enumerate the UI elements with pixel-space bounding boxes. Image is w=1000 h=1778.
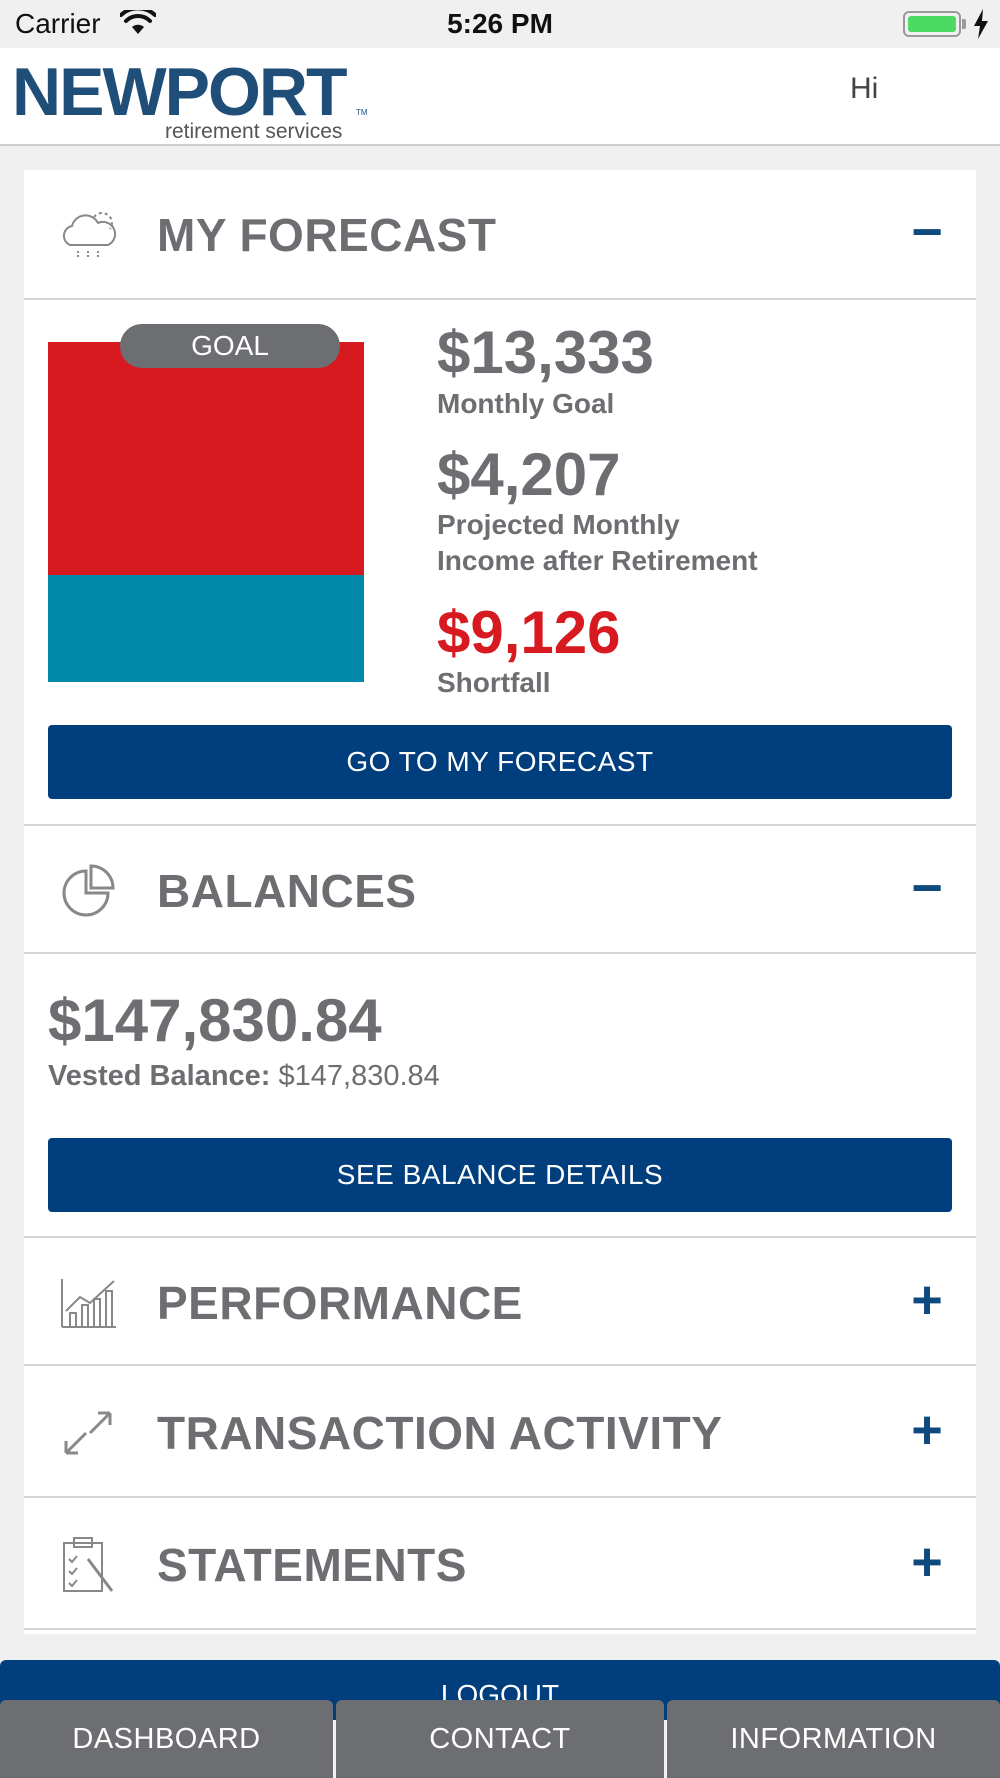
- goal-chart: GOAL: [48, 324, 364, 682]
- go-to-forecast-button[interactable]: GO TO MY FORECAST: [48, 725, 952, 799]
- total-balance: $147,830.84: [48, 987, 382, 1054]
- forecast-section-header[interactable]: MY FORECAST −: [24, 170, 976, 300]
- shortfall-label: Shortfall: [437, 667, 551, 698]
- forecast-title: MY FORECAST: [157, 209, 497, 261]
- statements-title: STATEMENTS: [157, 1539, 467, 1591]
- vested-balance-label: Vested Balance:: [48, 1060, 271, 1092]
- statements-expand-toggle[interactable]: +: [911, 1532, 943, 1592]
- performance-expand-toggle[interactable]: +: [911, 1270, 943, 1330]
- status-bar: Carrier 5:26 PM: [0, 0, 1000, 48]
- bottom-tab-bar: DASHBOARD CONTACT INFORMATION: [0, 1700, 1000, 1778]
- logo-trademark: TM: [356, 108, 368, 117]
- balances-section-header[interactable]: BALANCES −: [24, 824, 976, 954]
- tab-contact[interactable]: CONTACT: [336, 1700, 664, 1778]
- user-greeting: Hi: [850, 72, 879, 105]
- battery-icon: [903, 11, 961, 37]
- monthly-goal-amount: $13,333: [437, 319, 654, 386]
- vested-balance-line: Vested Balance: $147,830.84: [48, 1058, 440, 1094]
- transactions-title: TRANSACTION ACTIVITY: [157, 1407, 723, 1459]
- performance-title: PERFORMANCE: [157, 1277, 523, 1329]
- battery-tip: [962, 19, 966, 29]
- shortfall-amount: $9,126: [437, 599, 621, 666]
- statements-section-header[interactable]: STATEMENTS +: [24, 1500, 976, 1630]
- clipboard-icon: [63, 1537, 114, 1592]
- dashboard-card: MY FORECAST − GOAL $13,333 Monthly Goal …: [24, 170, 976, 1634]
- goal-shortfall-bar: [48, 342, 364, 575]
- goal-pill: GOAL: [120, 324, 340, 368]
- tab-information[interactable]: INFORMATION: [667, 1700, 1000, 1778]
- forecast-collapse-toggle[interactable]: −: [911, 202, 943, 262]
- transactions-expand-toggle[interactable]: +: [911, 1400, 943, 1460]
- tab-dashboard[interactable]: DASHBOARD: [0, 1700, 333, 1778]
- projected-label-line1: Projected Monthly: [437, 509, 680, 540]
- clock: 5:26 PM: [447, 8, 553, 39]
- charging-bolt-icon: [974, 9, 988, 39]
- app-header: NEWPORT TM retirement services Hi: [0, 48, 1000, 146]
- projected-label-line2: Income after Retirement: [437, 545, 758, 576]
- balances-title: BALANCES: [157, 865, 417, 917]
- cloud-rain-icon: [62, 212, 117, 259]
- pie-chart-icon: [62, 864, 115, 917]
- transactions-section-header[interactable]: TRANSACTION ACTIVITY +: [24, 1368, 976, 1498]
- bar-chart-icon: [61, 1279, 116, 1328]
- logo-subtitle: retirement services: [165, 120, 343, 143]
- vested-balance-value: $147,830.84: [278, 1060, 440, 1092]
- goal-projected-bar: [48, 575, 364, 682]
- balances-collapse-toggle[interactable]: −: [911, 858, 943, 918]
- see-balance-details-button[interactable]: SEE BALANCE DETAILS: [48, 1138, 952, 1212]
- wifi-icon: [120, 10, 156, 34]
- logo-wordmark: NEWPORT: [12, 54, 348, 130]
- monthly-goal-label: Monthly Goal: [437, 388, 615, 419]
- performance-section-header[interactable]: PERFORMANCE +: [24, 1236, 976, 1366]
- newport-logo[interactable]: NEWPORT TM retirement services: [12, 54, 372, 143]
- carrier-label: Carrier: [15, 8, 101, 39]
- projected-amount: $4,207: [437, 441, 621, 508]
- transfer-arrows-icon: [64, 1411, 112, 1455]
